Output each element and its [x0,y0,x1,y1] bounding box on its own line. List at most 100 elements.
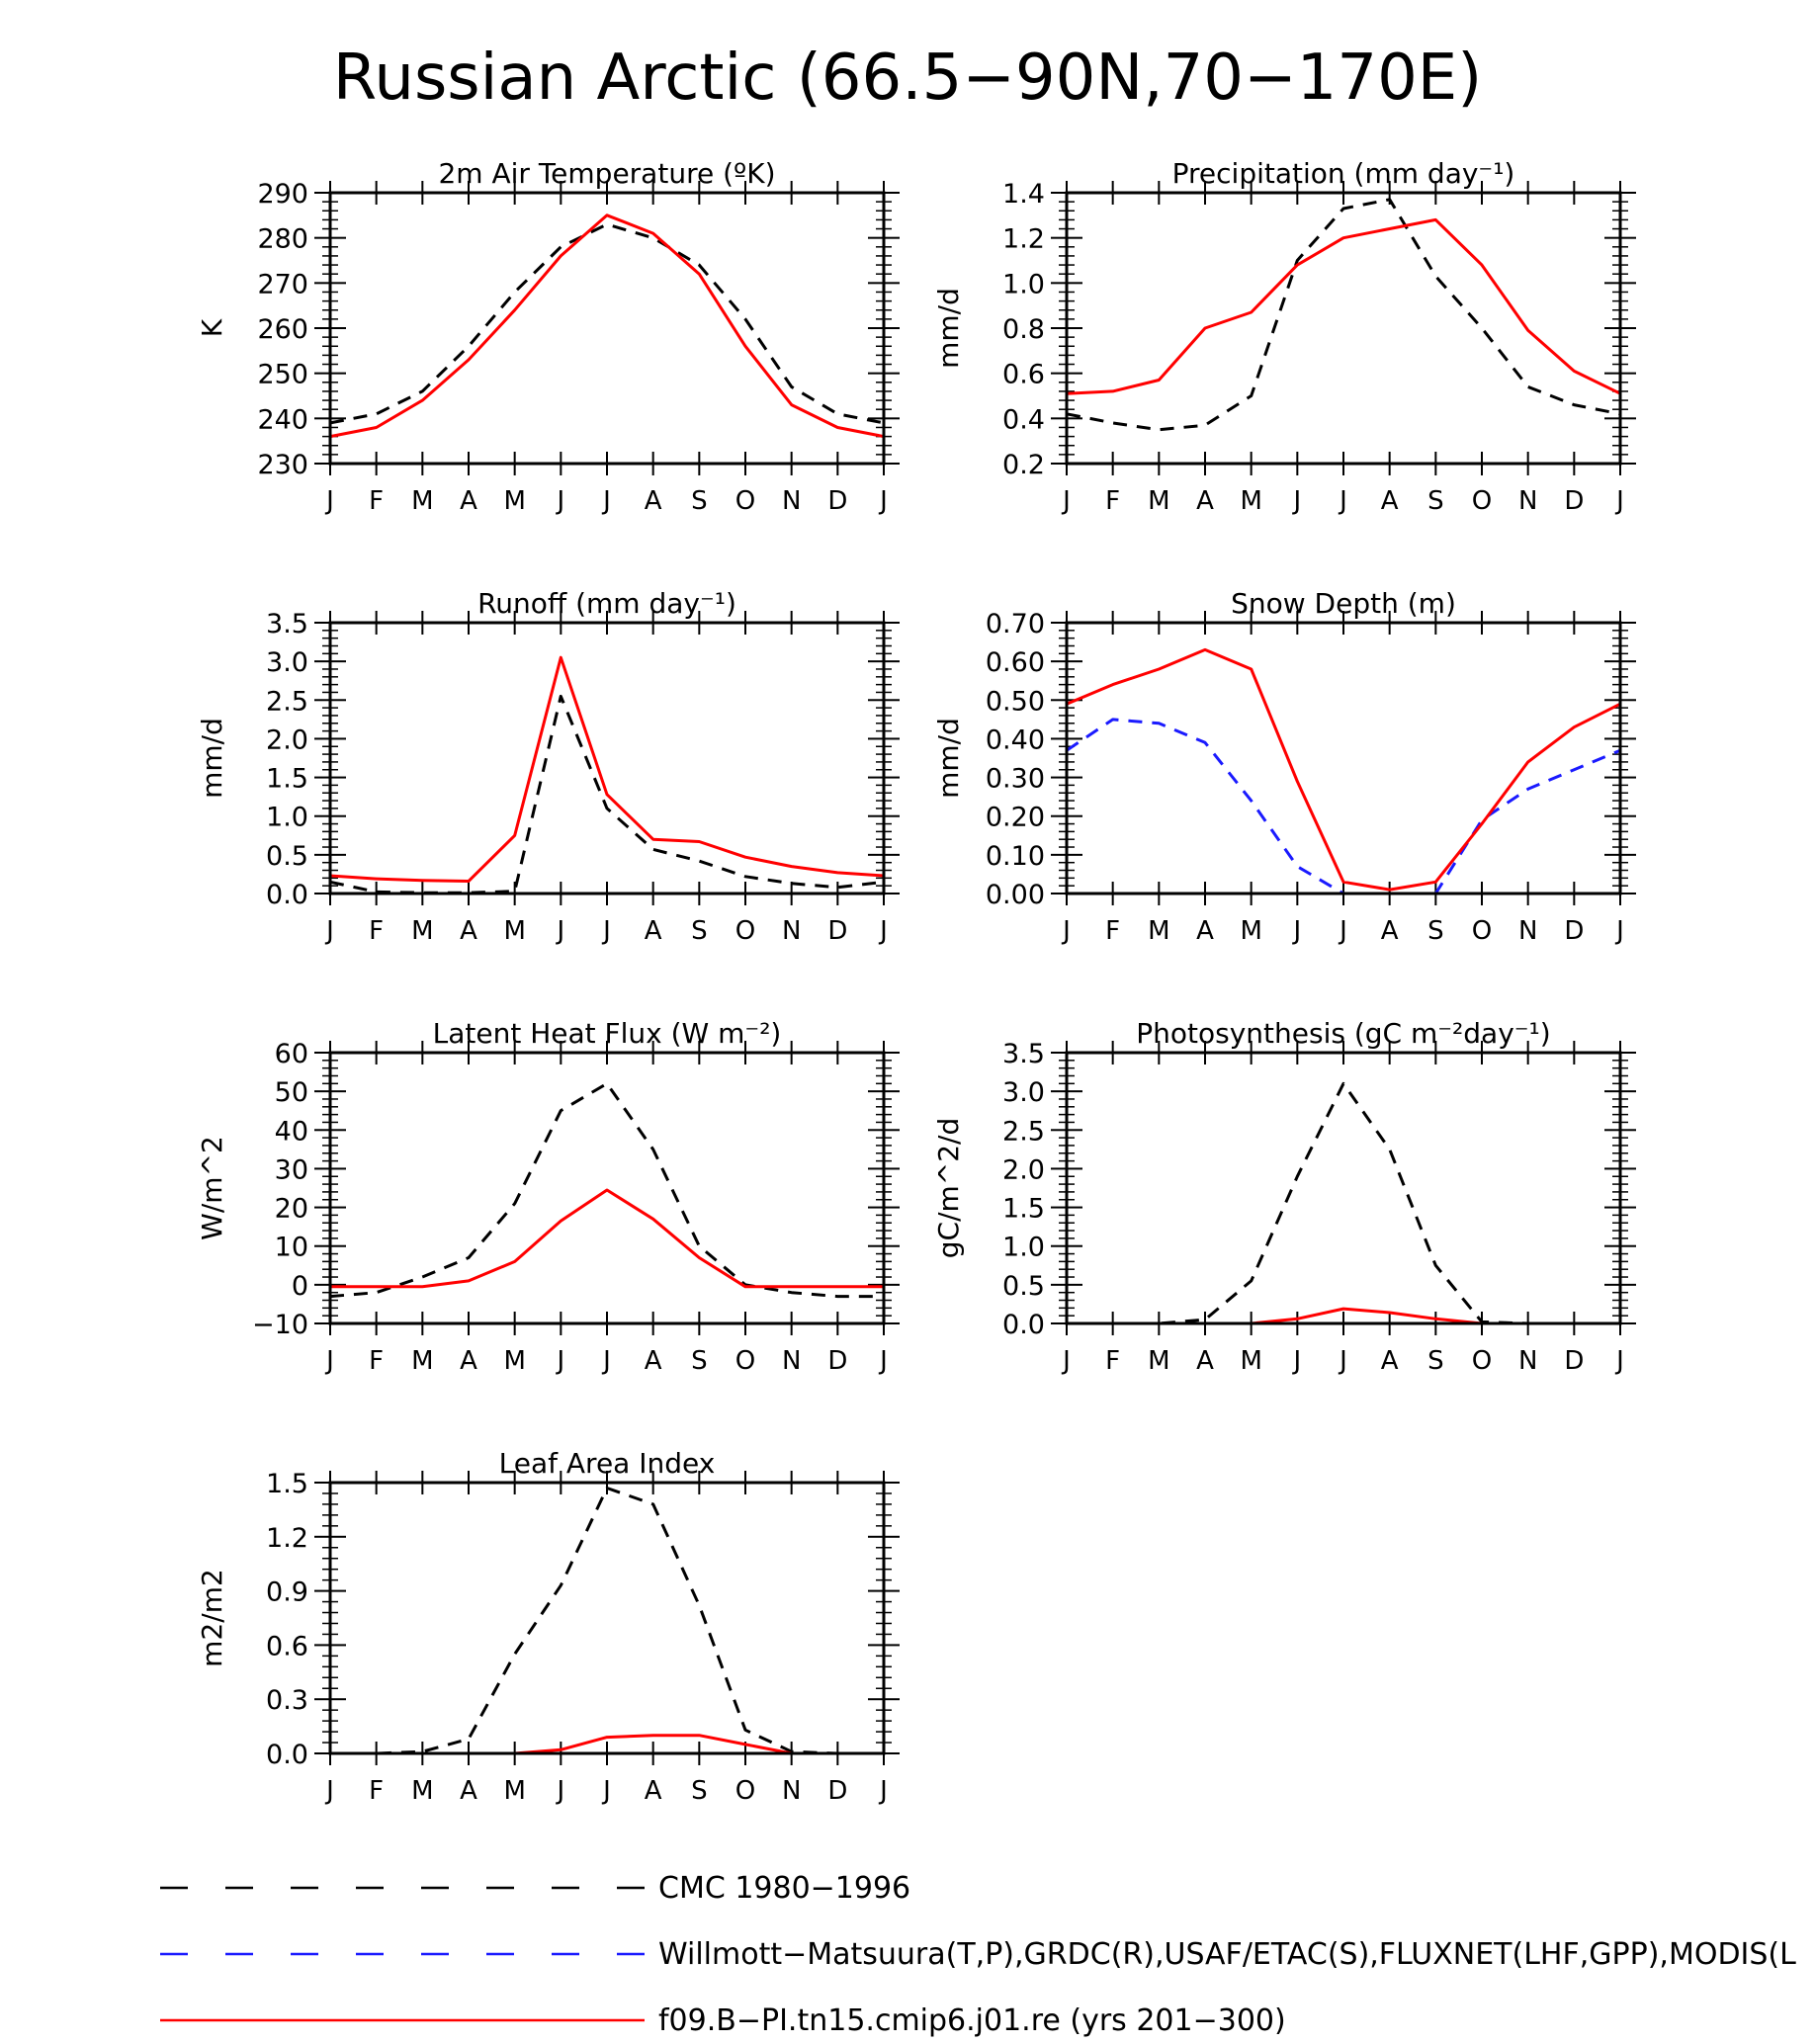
y-tick-label: 1.5 [266,764,308,795]
x-tick-label: J [555,916,564,946]
y-tick-label: 260 [257,314,308,345]
y-axis-label: mm/d [932,288,965,369]
x-tick-label: D [1564,486,1584,516]
y-tick-label: 3.5 [1002,1039,1045,1069]
x-tick-label: A [1381,1346,1399,1376]
x-tick-label: S [691,1776,708,1806]
panels: 2m Air Temperature (ºK)KJ F M A M J J A S O N D J230… [196,157,1636,1806]
x-tick-label: N [782,1776,801,1806]
x-tick-label: M [503,486,525,516]
x-tick-label: F [1105,916,1120,946]
legend: CMC 1980−1996 Willmott−Matsuura(T,P),GRDC… [160,1871,1796,2038]
y-tick-label: 2.0 [266,724,308,755]
x-tick-label: S [1427,1346,1444,1376]
x-tick-label: A [645,486,662,516]
series-line-cmc [1067,1081,1620,1325]
x-tick-label: M [1240,1346,1261,1376]
y-tick-label: 0.50 [986,686,1045,717]
y-tick-label: 0.6 [266,1631,308,1661]
x-tick-label: S [691,486,708,516]
y-tick-label: 0.6 [1002,360,1045,390]
y-tick-label: −10 [252,1310,308,1340]
x-tick-label: N [782,1346,801,1376]
legend-label-3: f09.B−PI.tn15.cmip6.j01.re (yrs 201−300) [658,2003,1286,2038]
x-tick-label: J [601,1776,611,1806]
series-line-model [1066,217,1621,395]
y-tick-label: 2.0 [1002,1154,1045,1185]
y-tick-label: 0.20 [986,803,1045,833]
x-tick-label: S [691,1346,708,1376]
plot-frame [328,191,886,466]
plot-frame [1065,191,1622,466]
y-tick-label: 30 [275,1154,308,1185]
y-axis-label: W/m^2 [196,1136,228,1240]
x-tick-label: M [1148,486,1169,516]
x-tick-label: M [503,1776,525,1806]
x-tick-label: A [1196,916,1214,946]
x-tick-label: A [645,916,662,946]
y-tick-label: 20 [275,1194,308,1225]
x-tick-label: D [827,1346,847,1376]
x-tick-label: J [555,1346,564,1376]
y-tick-label: 0.30 [986,764,1045,795]
x-tick-label: F [369,486,384,516]
y-axis-label: m2/m2 [196,1569,228,1667]
x-tick-label: M [1240,486,1261,516]
x-tick-label: N [782,916,801,946]
y-tick-label: 10 [275,1233,308,1263]
x-tick-label: J [324,1346,334,1376]
series-line-model [329,655,885,883]
x-tick-label: M [1240,916,1261,946]
y-tick-label: 0.2 [1002,450,1045,480]
x-tick-label: J [1614,916,1624,946]
x-tick-label: A [645,1346,662,1376]
x-tick-label: A [460,1346,477,1376]
panel-2: Precipitation (mm day⁻¹)mm/dJ F M A M J J A S O N D… [932,157,1636,516]
x-tick-label: A [460,486,477,516]
x-tick-label: M [503,1346,525,1376]
series-line-cmc [329,222,885,425]
x-tick-label: N [782,486,801,516]
x-tick-label: N [1518,1346,1537,1376]
panel-1: 2m Air Temperature (ºK)KJ F M A M J J A S O N D J230… [196,157,900,516]
y-tick-label: 50 [275,1077,308,1108]
figure-title: Russian Arctic (66.5−90N,70−170E) [333,42,1482,115]
x-tick-label: M [1148,916,1169,946]
x-tick-label: D [1564,1346,1584,1376]
series-line-cmc [329,694,885,894]
x-tick-label: J [601,916,611,946]
x-tick-label: S [691,916,708,946]
y-tick-label: 0.0 [1002,1310,1045,1340]
y-tick-label: 0.0 [266,1740,308,1770]
y-tick-label: 60 [275,1039,308,1069]
y-tick-label: 0.40 [986,724,1045,755]
x-tick-label: J [1291,1346,1301,1376]
legend-label-1: CMC 1980−1996 [658,1871,910,1906]
y-tick-label: 290 [257,179,308,210]
x-tick-label: M [1148,1346,1169,1376]
y-tick-label: 0.9 [266,1577,308,1608]
x-tick-label: M [411,916,433,946]
y-tick-label: 240 [257,404,308,435]
y-tick-label: 1.2 [1002,224,1045,255]
y-tick-label: 0 [292,1271,308,1302]
x-tick-label: O [735,1346,755,1376]
y-tick-label: 3.5 [266,609,308,639]
y-tick-label: 0.3 [266,1685,308,1716]
x-tick-label: J [555,486,564,516]
y-tick-label: 1.0 [1002,269,1045,299]
x-tick-label: J [1291,486,1301,516]
x-tick-label: J [1338,486,1347,516]
plot-frame [1065,1051,1622,1325]
y-tick-label: 0.00 [986,880,1045,910]
y-tick-label: 280 [257,224,308,255]
plot-frame [328,1051,886,1325]
y-tick-label: 0.10 [986,841,1045,872]
panel-3: Runoff (mm day⁻¹)mm/dJ F M A M J J A S O N D J0.00.5… [196,587,900,946]
x-tick-label: J [1291,916,1301,946]
y-tick-label: 1.0 [1002,1233,1045,1263]
x-tick-label: J [878,486,888,516]
x-tick-label: D [827,916,847,946]
